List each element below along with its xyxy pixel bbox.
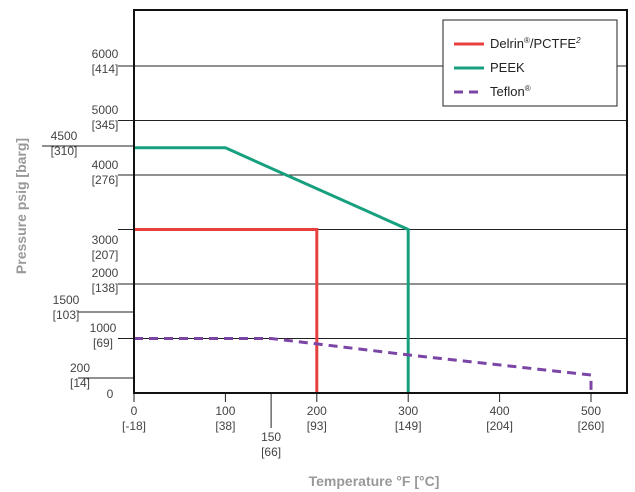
y-tick-label-2000: 2000 [138]	[92, 266, 119, 295]
series-line-peek	[134, 146, 410, 393]
x-tick-label-100: 100 [38]	[215, 404, 235, 433]
data-series	[134, 146, 593, 393]
y-tick-label-200: 200 [14]	[70, 361, 90, 390]
x-tick-label-200: 200 [93]	[307, 404, 327, 433]
y-tick-label-3000: 3000 [207]	[92, 233, 119, 262]
y-tick-label-1000: 1000 [69]	[90, 321, 117, 350]
x-axis-title: Temperature °F [°C]	[309, 473, 440, 489]
legend: Delrin®/PCTFE2 PEEK Teflon®	[442, 19, 618, 107]
y-tick-label-4500: 4500 [310]	[51, 129, 78, 158]
legend-label-delrin: Delrin®/PCTFE2	[490, 36, 581, 51]
y-tick-label-0: 0	[107, 387, 114, 401]
series-line-teflon	[134, 337, 593, 393]
x-tick-label-0: 0 [-18]	[122, 404, 146, 433]
series-line-delrin	[134, 228, 319, 393]
y-tick-label-5000: 5000 [345]	[92, 103, 119, 132]
x-tick-label-300: 300 [149]	[395, 404, 422, 433]
y-axis-ticks: 0 200 [14]1000 [69] 1500 [103] 2000 [138] 3000 [2…	[42, 47, 134, 401]
plot-frame	[133, 9, 628, 394]
x-tick-label-500: 500 [260]	[578, 404, 605, 433]
legend-label-teflon: Teflon®	[490, 84, 531, 99]
y-tick-label-1500: 1500 [103]	[53, 293, 80, 322]
gridlines	[134, 65, 627, 339]
y-axis-title: Pressure psig [barg]	[13, 138, 29, 274]
x-axis-ticks: 0 [-18] 100 [38] 150 [66] 200 [93] 300 [149] 400 [2…	[122, 393, 604, 459]
y-tick-label-4000: 4000 [276]	[92, 158, 119, 187]
x-tick-label-400: 400 [204]	[486, 404, 513, 433]
x-tick-label-150: 150 [66]	[261, 430, 281, 459]
y-tick-label-6000: 6000 [414]	[92, 47, 119, 76]
legend-label-peek: PEEK	[490, 60, 525, 75]
